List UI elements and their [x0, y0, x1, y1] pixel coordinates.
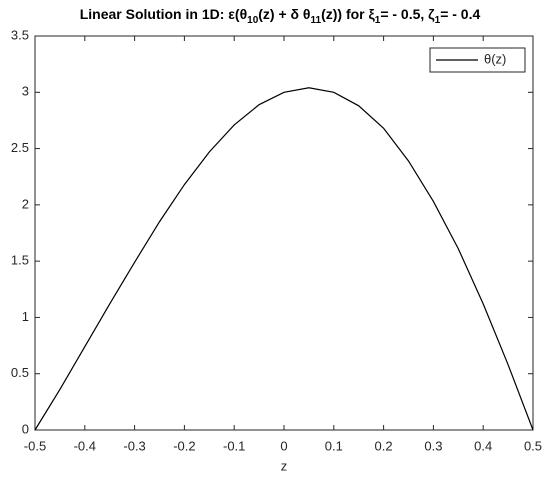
title-part: (z) + δ θ: [258, 6, 310, 22]
x-tick-label: 0.4: [474, 438, 492, 453]
title-part: 1: [435, 15, 441, 26]
x-axis-label: z: [281, 458, 288, 473]
x-tick-label: 0: [280, 438, 287, 453]
axes-box: [34, 35, 534, 431]
title-part: 10: [247, 15, 259, 26]
x-tick-label: -0.1: [223, 438, 245, 453]
x-tick-label: -0.3: [123, 438, 145, 453]
y-tick-label: 2: [22, 196, 29, 211]
y-tick-label: 1: [22, 309, 29, 324]
x-tick-label: -0.5: [24, 438, 46, 453]
title-part: 1: [375, 15, 381, 26]
line-series: [34, 87, 534, 431]
title-part: Linear Solution in 1D: ε(θ: [80, 6, 247, 22]
x-tick-label: 0.1: [325, 438, 343, 453]
legend-label: θ(z): [484, 51, 506, 66]
title-part: 11: [311, 15, 322, 26]
title-part: = - 0.4: [440, 6, 480, 22]
y-tick-label: 2.5: [11, 140, 29, 155]
x-tick-label: 0.5: [524, 438, 542, 453]
y-tick-label: 1.5: [11, 253, 29, 268]
x-tick-label: 0.3: [424, 438, 442, 453]
y-tick-label: 0.5: [11, 365, 29, 380]
x-tick-label: -0.4: [74, 438, 96, 453]
title-part: = - 0.5, ζ: [380, 6, 435, 22]
chart-title: Linear Solution in 1D: ε(θ10(z) + δ θ11(…: [80, 6, 481, 26]
y-tick-label: 3: [22, 84, 29, 99]
title-part: (z)) for ξ: [321, 6, 375, 22]
y-tick-label: 3.5: [11, 27, 29, 42]
y-tick-label: 0: [22, 421, 29, 436]
x-tick-label: 0.2: [375, 438, 393, 453]
x-tick-label: -0.2: [173, 438, 195, 453]
